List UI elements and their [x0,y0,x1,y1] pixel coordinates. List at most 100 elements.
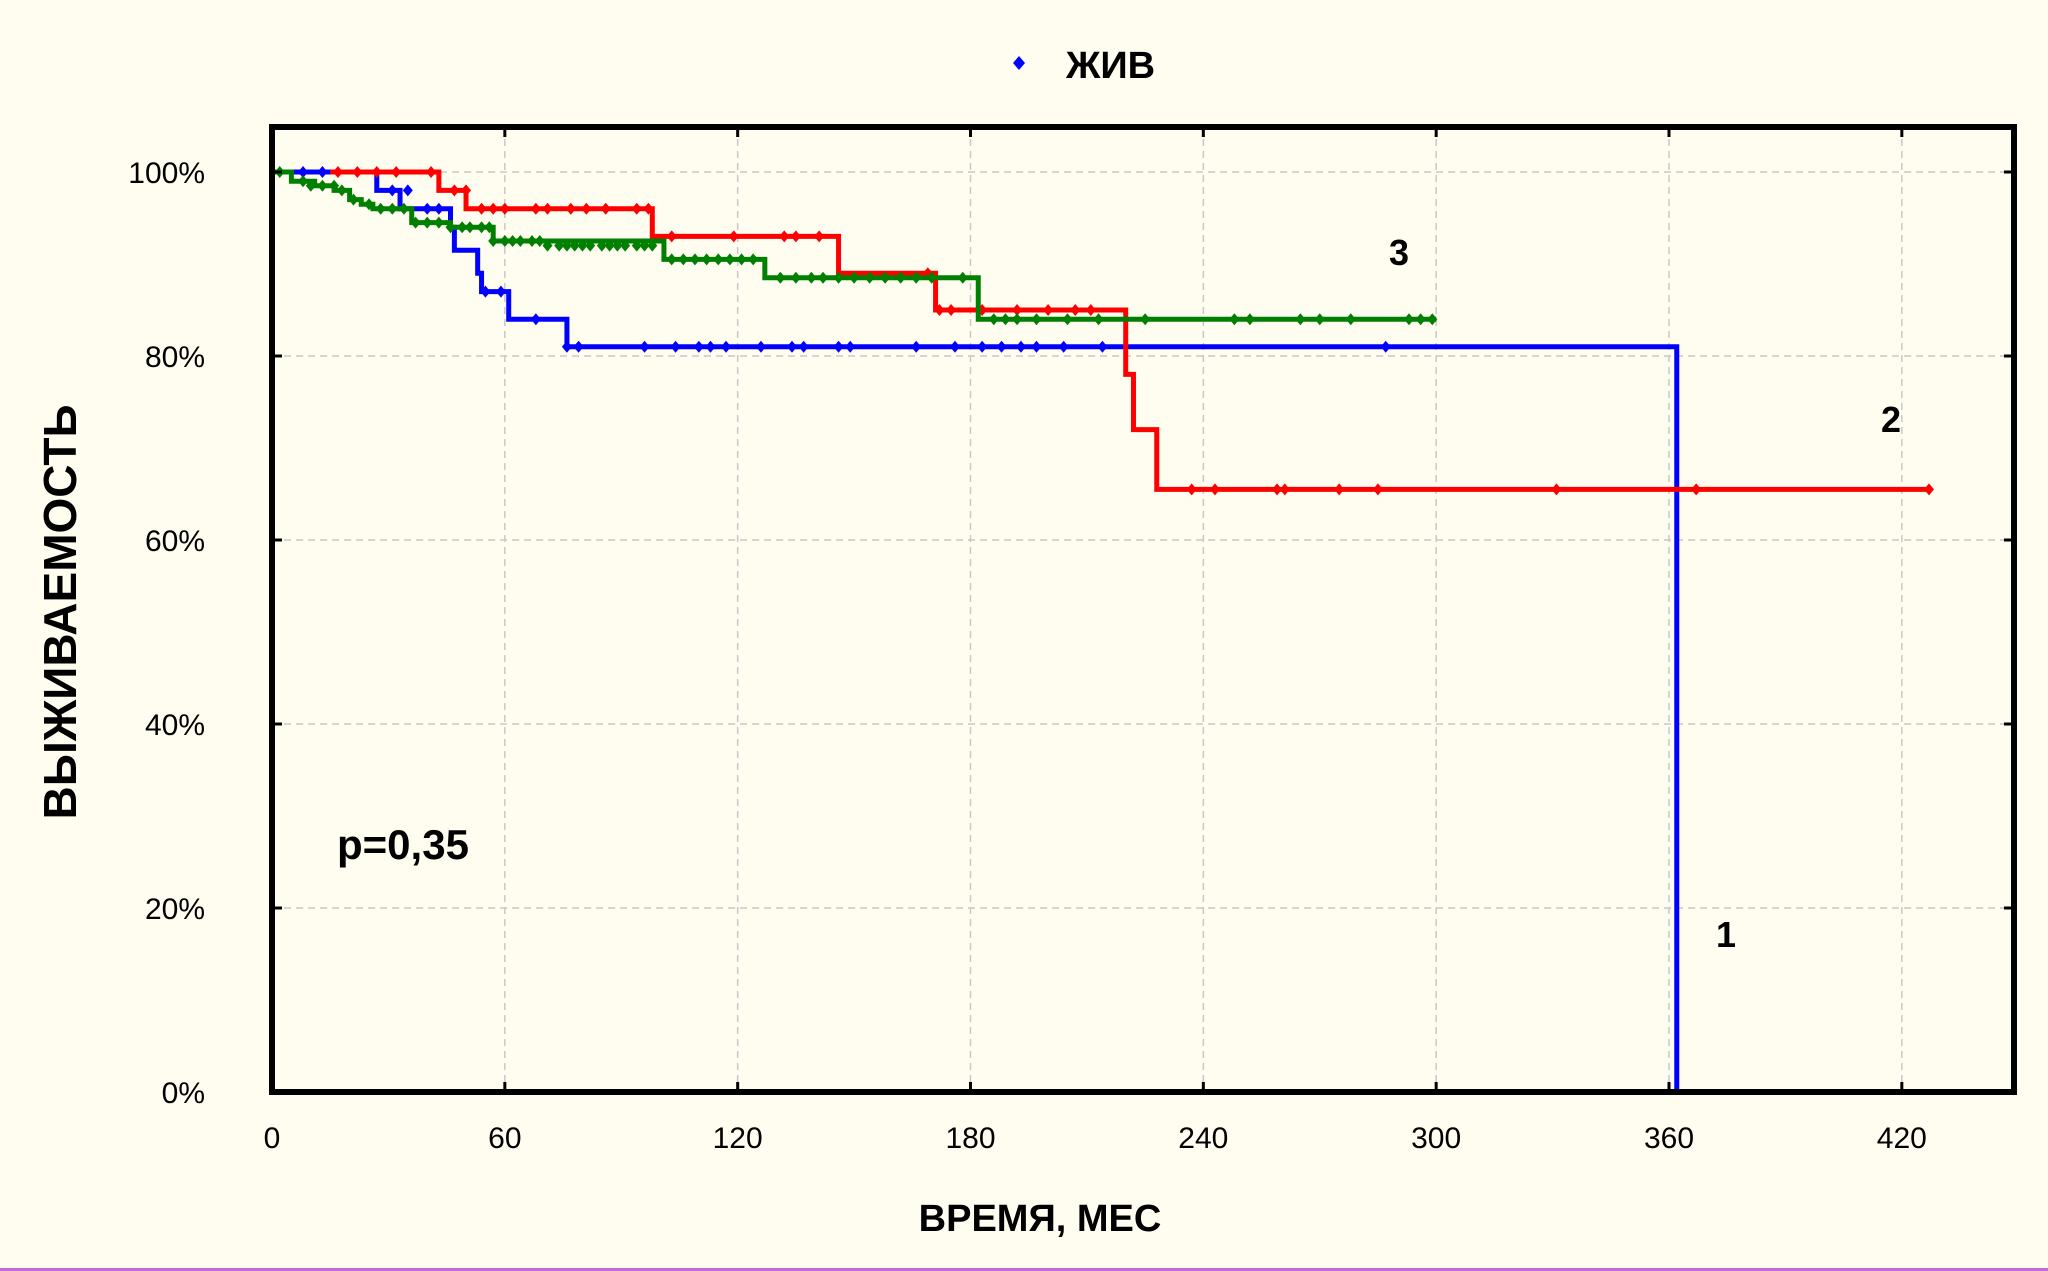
censor-marker-3 [701,253,712,266]
curve-label-3: 3 [1389,232,1409,273]
censor-marker-3 [926,271,937,284]
censor-marker-3 [596,239,607,252]
censor-marker-2 [391,166,402,178]
censor-marker-3 [631,239,642,252]
curve-label-2: 2 [1881,399,1901,440]
censor-marker-1 [798,340,809,353]
censor-marker-1 [786,340,797,353]
censor-marker-1 [1015,340,1026,353]
censor-marker-2 [426,166,437,178]
censor-marker-2 [530,202,541,215]
censor-marker-3 [457,221,468,234]
y-tick-label: 60% [145,525,205,558]
censor-marker-1 [1380,340,1391,353]
x-axis-title: ВРЕМЯ, МЕС [919,1198,1162,1240]
censor-marker-2 [499,202,510,215]
censor-marker-3 [542,239,553,252]
censor-marker-1 [480,285,491,298]
censor-marker-2 [1279,483,1290,496]
censor-marker-3 [317,179,328,192]
censor-marker-3 [526,235,537,247]
censor-marker-3 [911,271,922,284]
censor-marker-3 [775,271,786,284]
censor-marker-3 [1244,313,1255,326]
censor-marker-1 [693,340,704,353]
censor-marker-3 [864,271,875,284]
censor-marker-3 [880,271,891,284]
y-tick-label: 0% [162,1077,205,1110]
censor-marker-3 [433,216,444,229]
censor-marker-3 [387,202,398,215]
censor-marker-1 [845,340,856,353]
censor-marker-2 [779,230,790,243]
censor-marker-2 [1551,483,1562,496]
censor-marker-3 [748,253,759,266]
censor-marker-1 [422,202,433,215]
censor-marker-3 [833,271,844,284]
censor-marker-3 [1229,313,1240,326]
censor-marker-3 [569,239,580,252]
censor-marker-3 [1427,313,1438,326]
censor-marker-3 [818,271,829,284]
censor-marker-1 [530,313,541,326]
x-tick-label: 60 [488,1122,521,1155]
censor-marker-3 [1062,313,1073,326]
censor-marker-1 [317,166,328,178]
censor-marker-2 [1334,483,1345,496]
p-value-annotation: p=0,35 [337,821,469,868]
censor-marker-3 [1415,313,1426,326]
censor-marker-3 [329,179,340,192]
censor-marker-3 [957,271,968,284]
censor-marker-1 [387,184,398,197]
censor-marker-3 [1314,313,1325,326]
censor-marker-3 [724,253,735,266]
censor-marker-3 [298,175,309,188]
censor-marker-3 [488,235,499,247]
censor-marker-2 [934,304,945,316]
censor-marker-2 [1272,483,1283,496]
y-tick-label: 40% [145,709,205,742]
censor-marker-1 [996,340,1007,353]
censor-marker-2 [1923,483,1934,496]
legend-label: ЖИВ [1065,45,1155,87]
legend: ЖИВ [1013,45,1155,87]
censor-marker-3 [988,313,999,326]
grid-lines [272,127,2014,1092]
censor-marker-1 [402,184,413,197]
censor-marker-2 [581,202,592,215]
censor-marker-1 [833,340,844,353]
censor-marker-1 [433,202,444,215]
censor-marker-3 [713,253,724,266]
series-layer [272,166,1934,1092]
censor-marker-3 [849,271,860,284]
censor-marker-3 [464,221,475,234]
censor-marker-3 [1140,313,1151,326]
censor-marker-2 [1372,483,1383,496]
censor-marker-1 [298,166,309,178]
censor-marker-3 [1404,313,1415,326]
y-axis-title: ВЫЖИВАЕМОСТЬ [34,404,86,819]
censor-marker-3 [620,239,631,252]
x-tick-label: 120 [713,1122,763,1155]
censor-marker-1 [670,340,681,353]
censor-marker-3 [1093,313,1104,326]
censor-marker-3 [484,221,495,234]
censor-marker-3 [1031,313,1042,326]
censor-marker-2 [476,202,487,215]
y-tick-label: 80% [145,341,205,374]
censor-marker-1 [1058,340,1069,353]
censor-marker-3 [375,202,386,215]
series-line-3 [272,169,1437,322]
censor-marker-3 [736,253,747,266]
series-line-1 [272,169,1680,1092]
censor-marker-3 [577,239,588,252]
censor-marker-3 [678,253,689,266]
censor-marker-1 [949,340,960,353]
censor-marker-3 [476,221,487,234]
y-tick-label: 100% [128,157,205,190]
censor-marker-3 [348,193,359,206]
censor-marker-3 [666,253,677,266]
censor-marker-2 [600,202,611,215]
censor-marker-2 [449,184,460,197]
censor-marker-1 [495,285,506,298]
